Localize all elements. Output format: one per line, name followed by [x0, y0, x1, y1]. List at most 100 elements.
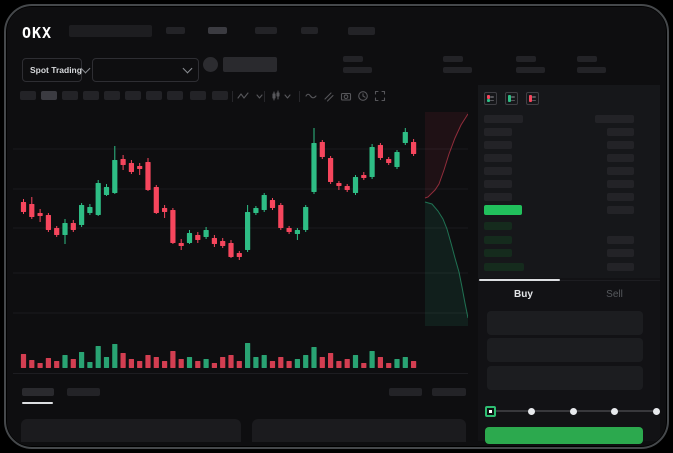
book-asks-icon[interactable]: [526, 92, 539, 105]
bottom-action-skeleton[interactable]: [432, 388, 466, 396]
volume-bar: [145, 355, 151, 368]
ask-amount-skeleton: [607, 180, 634, 188]
candle-body: [103, 187, 110, 195]
last-price-bar[interactable]: [484, 205, 522, 215]
chevron-down-icon[interactable]: [279, 89, 294, 103]
candle-body: [261, 195, 267, 210]
ask-price-skeleton[interactable]: [484, 154, 512, 162]
candle-body: [328, 158, 334, 182]
market-type-select[interactable]: Spot Trading: [22, 58, 91, 82]
candle-body: [411, 142, 417, 154]
interval-skeleton[interactable]: [146, 91, 162, 100]
interval-skeleton[interactable]: [83, 91, 99, 100]
volume-bar: [269, 361, 276, 368]
ask-price-skeleton[interactable]: [484, 193, 512, 201]
candle-body: [195, 235, 201, 240]
book-combined-icon[interactable]: [484, 92, 497, 105]
okx-logo[interactable]: OKX: [22, 24, 53, 42]
candle-body: [336, 183, 342, 186]
interval-skeleton[interactable]: [104, 91, 120, 100]
stat-label-skeleton: [516, 56, 536, 62]
interval-skeleton[interactable]: [41, 91, 57, 100]
last-price-amount-skeleton: [607, 206, 634, 214]
interval-skeleton[interactable]: [167, 91, 183, 100]
bid-amount-skeleton: [607, 249, 634, 258]
candle-body: [220, 241, 226, 246]
toolbar-divider: [264, 91, 265, 102]
slider-stop[interactable]: [611, 407, 618, 415]
book-bids-icon[interactable]: [505, 92, 518, 105]
bid-price-skeleton[interactable]: [484, 262, 524, 271]
slider-handle[interactable]: [484, 405, 496, 417]
slider-stop[interactable]: [528, 407, 535, 415]
camera-icon[interactable]: [338, 89, 353, 103]
history-clock-icon[interactable]: [355, 89, 370, 103]
total-field[interactable]: [487, 366, 643, 390]
ask-price-skeleton[interactable]: [484, 141, 512, 149]
stat-label-skeleton: [577, 56, 597, 62]
candle-body: [394, 152, 400, 167]
ask-price-skeleton[interactable]: [484, 167, 512, 175]
volume-bar: [328, 353, 334, 368]
amount-field[interactable]: [487, 338, 643, 362]
nav-item-skeleton: [166, 27, 185, 34]
wave-icon[interactable]: [303, 89, 318, 103]
candle-body: [79, 205, 85, 225]
bid-price-skeleton[interactable]: [484, 235, 512, 244]
bid-price-skeleton[interactable]: [484, 222, 512, 230]
nav-item-skeleton: [301, 27, 318, 34]
volume-bar: [62, 355, 68, 368]
nav-item-skeleton: [348, 27, 375, 35]
candle-body: [228, 243, 234, 257]
book-header-skeleton: [595, 115, 634, 123]
chevron-down-icon: [182, 63, 193, 74]
interval-skeleton[interactable]: [20, 91, 36, 100]
volume-bar: [278, 357, 284, 368]
pair-select[interactable]: [92, 58, 199, 82]
ask-price-skeleton[interactable]: [484, 180, 512, 188]
tab-buy[interactable]: Buy: [514, 289, 533, 300]
order-history-tab[interactable]: [67, 388, 100, 396]
volume-bar: [54, 361, 60, 368]
candle-body: [278, 205, 284, 228]
tab-sell[interactable]: Sell: [606, 289, 623, 300]
volume-bar: [170, 351, 176, 368]
volume-bar: [128, 359, 134, 368]
volume-bar: [261, 355, 267, 368]
fullscreen-icon[interactable]: [372, 89, 387, 103]
interval-skeleton[interactable]: [212, 91, 228, 100]
candle-body: [286, 228, 292, 232]
volume-bar: [70, 359, 76, 368]
orders-tab-active[interactable]: [22, 388, 54, 396]
interval-skeleton[interactable]: [190, 91, 206, 100]
tabbar-divider: [478, 280, 660, 281]
slider-stop[interactable]: [652, 407, 660, 415]
volume-bar: [411, 361, 417, 368]
volume-bar: [253, 357, 259, 368]
volume-bar: [87, 362, 93, 368]
ask-amount-skeleton: [607, 128, 634, 136]
candle-body: [162, 208, 168, 212]
ask-price-skeleton[interactable]: [484, 128, 512, 136]
volume-bar: [29, 360, 35, 368]
compare-icon[interactable]: [320, 89, 335, 103]
candle-body: [45, 215, 51, 230]
volume-bar: [352, 355, 359, 368]
volume-bar: [377, 357, 383, 368]
interval-skeleton[interactable]: [62, 91, 78, 100]
candle-body: [211, 238, 217, 244]
bid-price-skeleton[interactable]: [484, 249, 512, 258]
depth-bids-area: [425, 202, 468, 326]
candle-style-icon[interactable]: [268, 89, 283, 103]
indicator-zigzag-icon[interactable]: [235, 89, 250, 103]
submit-buy-button[interactable]: [485, 427, 643, 444]
chevron-down-icon[interactable]: [251, 89, 266, 103]
candle-body: [54, 228, 60, 235]
bottom-action-skeleton[interactable]: [389, 388, 422, 396]
slider-stop[interactable]: [569, 407, 577, 415]
volume-bar: [344, 359, 350, 368]
price-field[interactable]: [487, 311, 643, 335]
volume-bar: [120, 353, 126, 368]
candle-body: [170, 210, 176, 243]
interval-skeleton[interactable]: [125, 91, 141, 100]
